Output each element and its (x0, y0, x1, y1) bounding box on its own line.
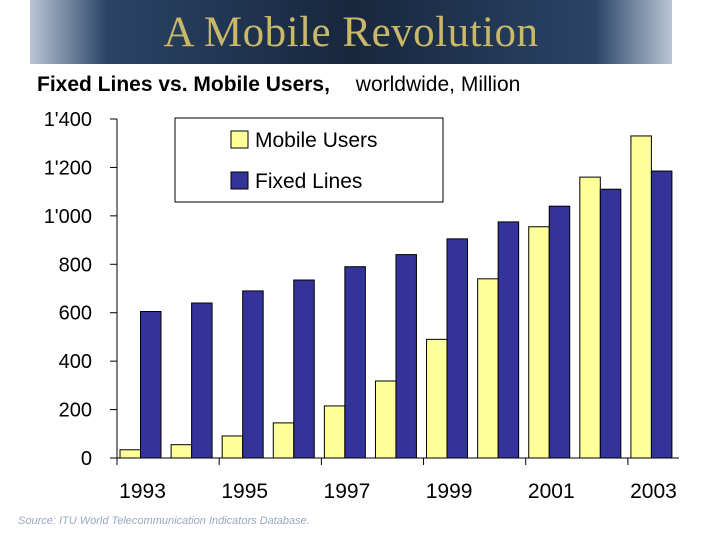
y-tick-label: 1'200 (44, 157, 92, 179)
bar-fixed-lines (344, 266, 366, 459)
bar-mobile-users (630, 135, 652, 459)
bar-mobile-users (323, 405, 346, 459)
y-tick-label: 200 (59, 400, 92, 422)
x-tick-label: 1997 (324, 480, 371, 503)
x-tick-label: 1999 (426, 480, 473, 503)
subtitle-unit: worldwide, Million (355, 73, 521, 96)
y-tick-label: 0 (81, 448, 92, 470)
bar-fixed-lines (293, 279, 315, 459)
legend-swatch (230, 171, 249, 190)
source-note: Source: ITU World Telecommunication Indi… (18, 515, 310, 527)
bar-mobile-users (221, 435, 244, 459)
title-bar: A Mobile Revolution (30, 0, 672, 64)
y-tick-label: 800 (59, 254, 92, 276)
legend-label: Mobile Users (255, 129, 378, 152)
legend-box (174, 117, 444, 203)
bar-fixed-lines (446, 238, 469, 459)
x-tick-label: 1993 (119, 480, 166, 503)
bar-fixed-lines (191, 302, 213, 459)
y-tick-label: 1'400 (44, 109, 92, 131)
bar-fixed-lines (140, 311, 162, 459)
bar-mobile-users (528, 226, 550, 459)
bar-fixed-lines (650, 170, 673, 459)
y-tick-label: 400 (59, 351, 92, 373)
x-tick-label: 1995 (221, 480, 268, 503)
bar-mobile-users (119, 449, 141, 459)
subtitle-main: Fixed Lines vs. Mobile Users, (37, 73, 330, 96)
bar-fixed-lines (395, 254, 417, 459)
bar-fixed-lines (599, 188, 622, 459)
bar-mobile-users (579, 176, 601, 459)
bar-fixed-lines (548, 205, 571, 459)
x-tick-label: 2001 (528, 480, 575, 503)
bar-mobile-users (170, 444, 193, 459)
y-tick-label: 1'000 (44, 206, 92, 228)
legend-label: Fixed Lines (255, 170, 362, 193)
y-tick-label: 600 (59, 303, 92, 325)
bar-mobile-users (426, 338, 448, 459)
bar-mobile-users (477, 278, 499, 459)
chart-subtitle: Fixed Lines vs. Mobile Users, worldwide,… (37, 73, 520, 97)
bar-fixed-lines (242, 290, 264, 459)
page-title: A Mobile Revolution (163, 8, 539, 56)
bar-mobile-users (272, 422, 295, 459)
x-tick-label: 2003 (630, 480, 677, 503)
bar-fixed-lines (497, 221, 520, 459)
bar-mobile-users (374, 380, 397, 459)
legend-swatch (230, 130, 249, 149)
